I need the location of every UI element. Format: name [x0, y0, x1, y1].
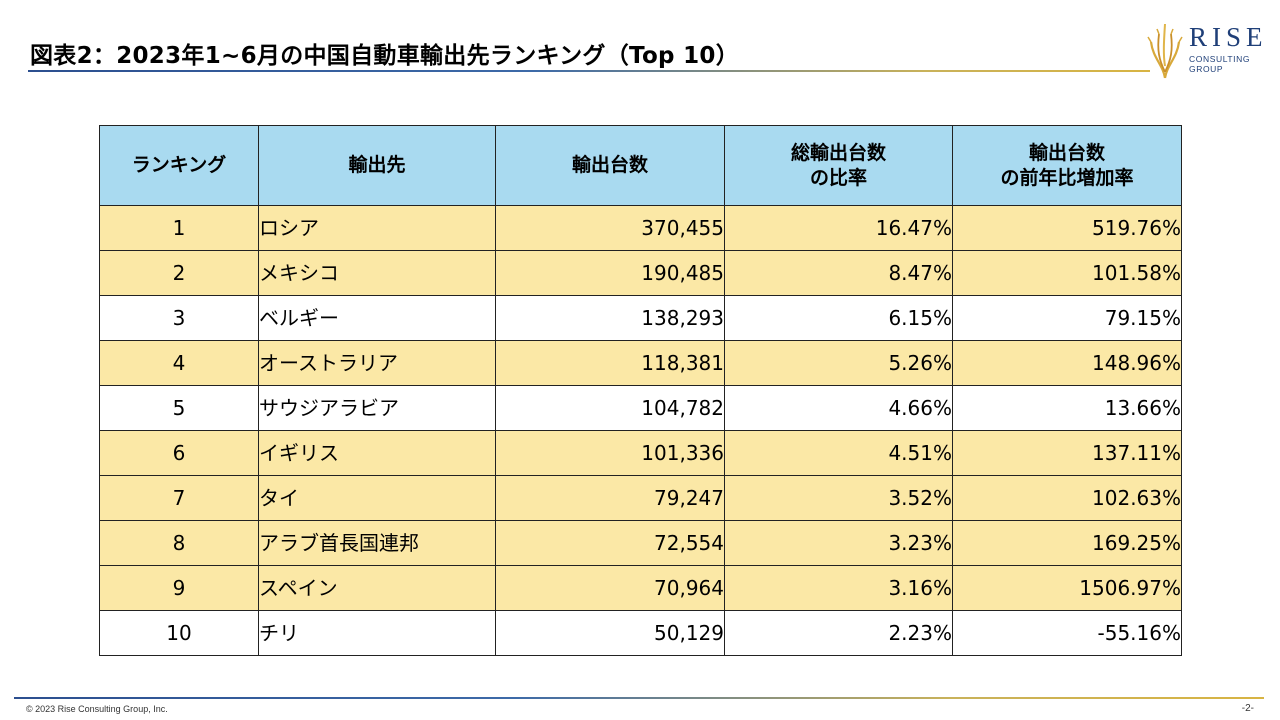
cell-rank: 6: [99, 430, 259, 476]
cell-rank: 3: [99, 295, 259, 341]
cell-growth: 13.66%: [952, 385, 1182, 431]
cell-units: 79,247: [495, 475, 725, 521]
cell-units: 70,964: [495, 565, 725, 611]
table-row: 1 ロシア 370,455 16.47% 519.76%: [99, 205, 1182, 251]
cell-growth: -55.16%: [952, 610, 1182, 656]
table-row: 4 オーストラリア 118,381 5.26% 148.96%: [99, 340, 1182, 386]
cell-destination: ベルギー: [258, 295, 496, 341]
logo-subtitle: CONSULTING GROUP: [1189, 54, 1259, 74]
copyright-notice: © 2023 Rise Consulting Group, Inc.: [26, 704, 168, 714]
header-export-units: 輸出台数: [495, 125, 725, 206]
cell-units: 370,455: [495, 205, 725, 251]
table-header-row: ランキング 輸出先 輸出台数 総輸出台数 の比率 輸出台数 の前年比増加率: [99, 125, 1182, 206]
logo-sub-line1: CONSULTING: [1189, 54, 1251, 64]
export-ranking-table: ランキング 輸出先 輸出台数 総輸出台数 の比率 輸出台数 の前年比増加率 1 ロシ…: [99, 125, 1182, 656]
logo-sub-line2: GROUP: [1189, 64, 1224, 74]
title-underline: [28, 70, 1150, 72]
cell-share: 3.16%: [724, 565, 953, 611]
cell-destination: オーストラリア: [258, 340, 496, 386]
footer-divider: [14, 697, 1264, 699]
cell-destination: ロシア: [258, 205, 496, 251]
cell-rank: 9: [99, 565, 259, 611]
cell-share: 8.47%: [724, 250, 953, 296]
cell-destination: イギリス: [258, 430, 496, 476]
cell-share: 4.51%: [724, 430, 953, 476]
cell-growth: 79.15%: [952, 295, 1182, 341]
logo-wordmark: RISE: [1189, 22, 1268, 52]
cell-share: 5.26%: [724, 340, 953, 386]
cell-units: 190,485: [495, 250, 725, 296]
cell-growth: 102.63%: [952, 475, 1182, 521]
company-logo: RISE CONSULTING GROUP: [1143, 20, 1268, 80]
cell-units: 101,336: [495, 430, 725, 476]
cell-destination: サウジアラビア: [258, 385, 496, 431]
cell-destination: メキシコ: [258, 250, 496, 296]
cell-rank: 7: [99, 475, 259, 521]
cell-rank: 1: [99, 205, 259, 251]
cell-destination: タイ: [258, 475, 496, 521]
cell-units: 138,293: [495, 295, 725, 341]
table-row: 9 スペイン 70,964 3.16% 1506.97%: [99, 565, 1182, 611]
cell-destination: アラブ首長国連邦: [258, 520, 496, 566]
cell-units: 118,381: [495, 340, 725, 386]
cell-share: 3.52%: [724, 475, 953, 521]
cell-share: 16.47%: [724, 205, 953, 251]
header-ranking: ランキング: [99, 125, 259, 206]
cell-growth: 1506.97%: [952, 565, 1182, 611]
cell-destination: スペイン: [258, 565, 496, 611]
cell-growth: 101.58%: [952, 250, 1182, 296]
table-row: 10 チリ 50,129 2.23% -55.16%: [99, 610, 1182, 656]
table-row: 2 メキシコ 190,485 8.47% 101.58%: [99, 250, 1182, 296]
cell-rank: 8: [99, 520, 259, 566]
table-row: 7 タイ 79,247 3.52% 102.63%: [99, 475, 1182, 521]
cell-share: 3.23%: [724, 520, 953, 566]
page-number: -2-: [1241, 703, 1254, 714]
header-share-of-total: 総輸出台数 の比率: [724, 125, 953, 206]
table-row: 8 アラブ首長国連邦 72,554 3.23% 169.25%: [99, 520, 1182, 566]
cell-units: 104,782: [495, 385, 725, 431]
cell-units: 72,554: [495, 520, 725, 566]
page-title: 図表2：2023年1~6月の中国自動車輸出先ランキング（Top 10）: [30, 43, 740, 69]
table-row: 3 ベルギー 138,293 6.15% 79.15%: [99, 295, 1182, 341]
header-destination: 輸出先: [258, 125, 496, 206]
rise-logo-mark-icon: [1147, 23, 1183, 79]
cell-growth: 137.11%: [952, 430, 1182, 476]
header-yoy-growth: 輸出台数 の前年比増加率: [952, 125, 1182, 206]
cell-growth: 169.25%: [952, 520, 1182, 566]
cell-share: 6.15%: [724, 295, 953, 341]
cell-rank: 4: [99, 340, 259, 386]
table-row: 6 イギリス 101,336 4.51% 137.11%: [99, 430, 1182, 476]
cell-growth: 148.96%: [952, 340, 1182, 386]
cell-destination: チリ: [258, 610, 496, 656]
cell-rank: 10: [99, 610, 259, 656]
cell-rank: 2: [99, 250, 259, 296]
table-row: 5 サウジアラビア 104,782 4.66% 13.66%: [99, 385, 1182, 431]
cell-share: 4.66%: [724, 385, 953, 431]
cell-growth: 519.76%: [952, 205, 1182, 251]
cell-rank: 5: [99, 385, 259, 431]
cell-units: 50,129: [495, 610, 725, 656]
cell-share: 2.23%: [724, 610, 953, 656]
